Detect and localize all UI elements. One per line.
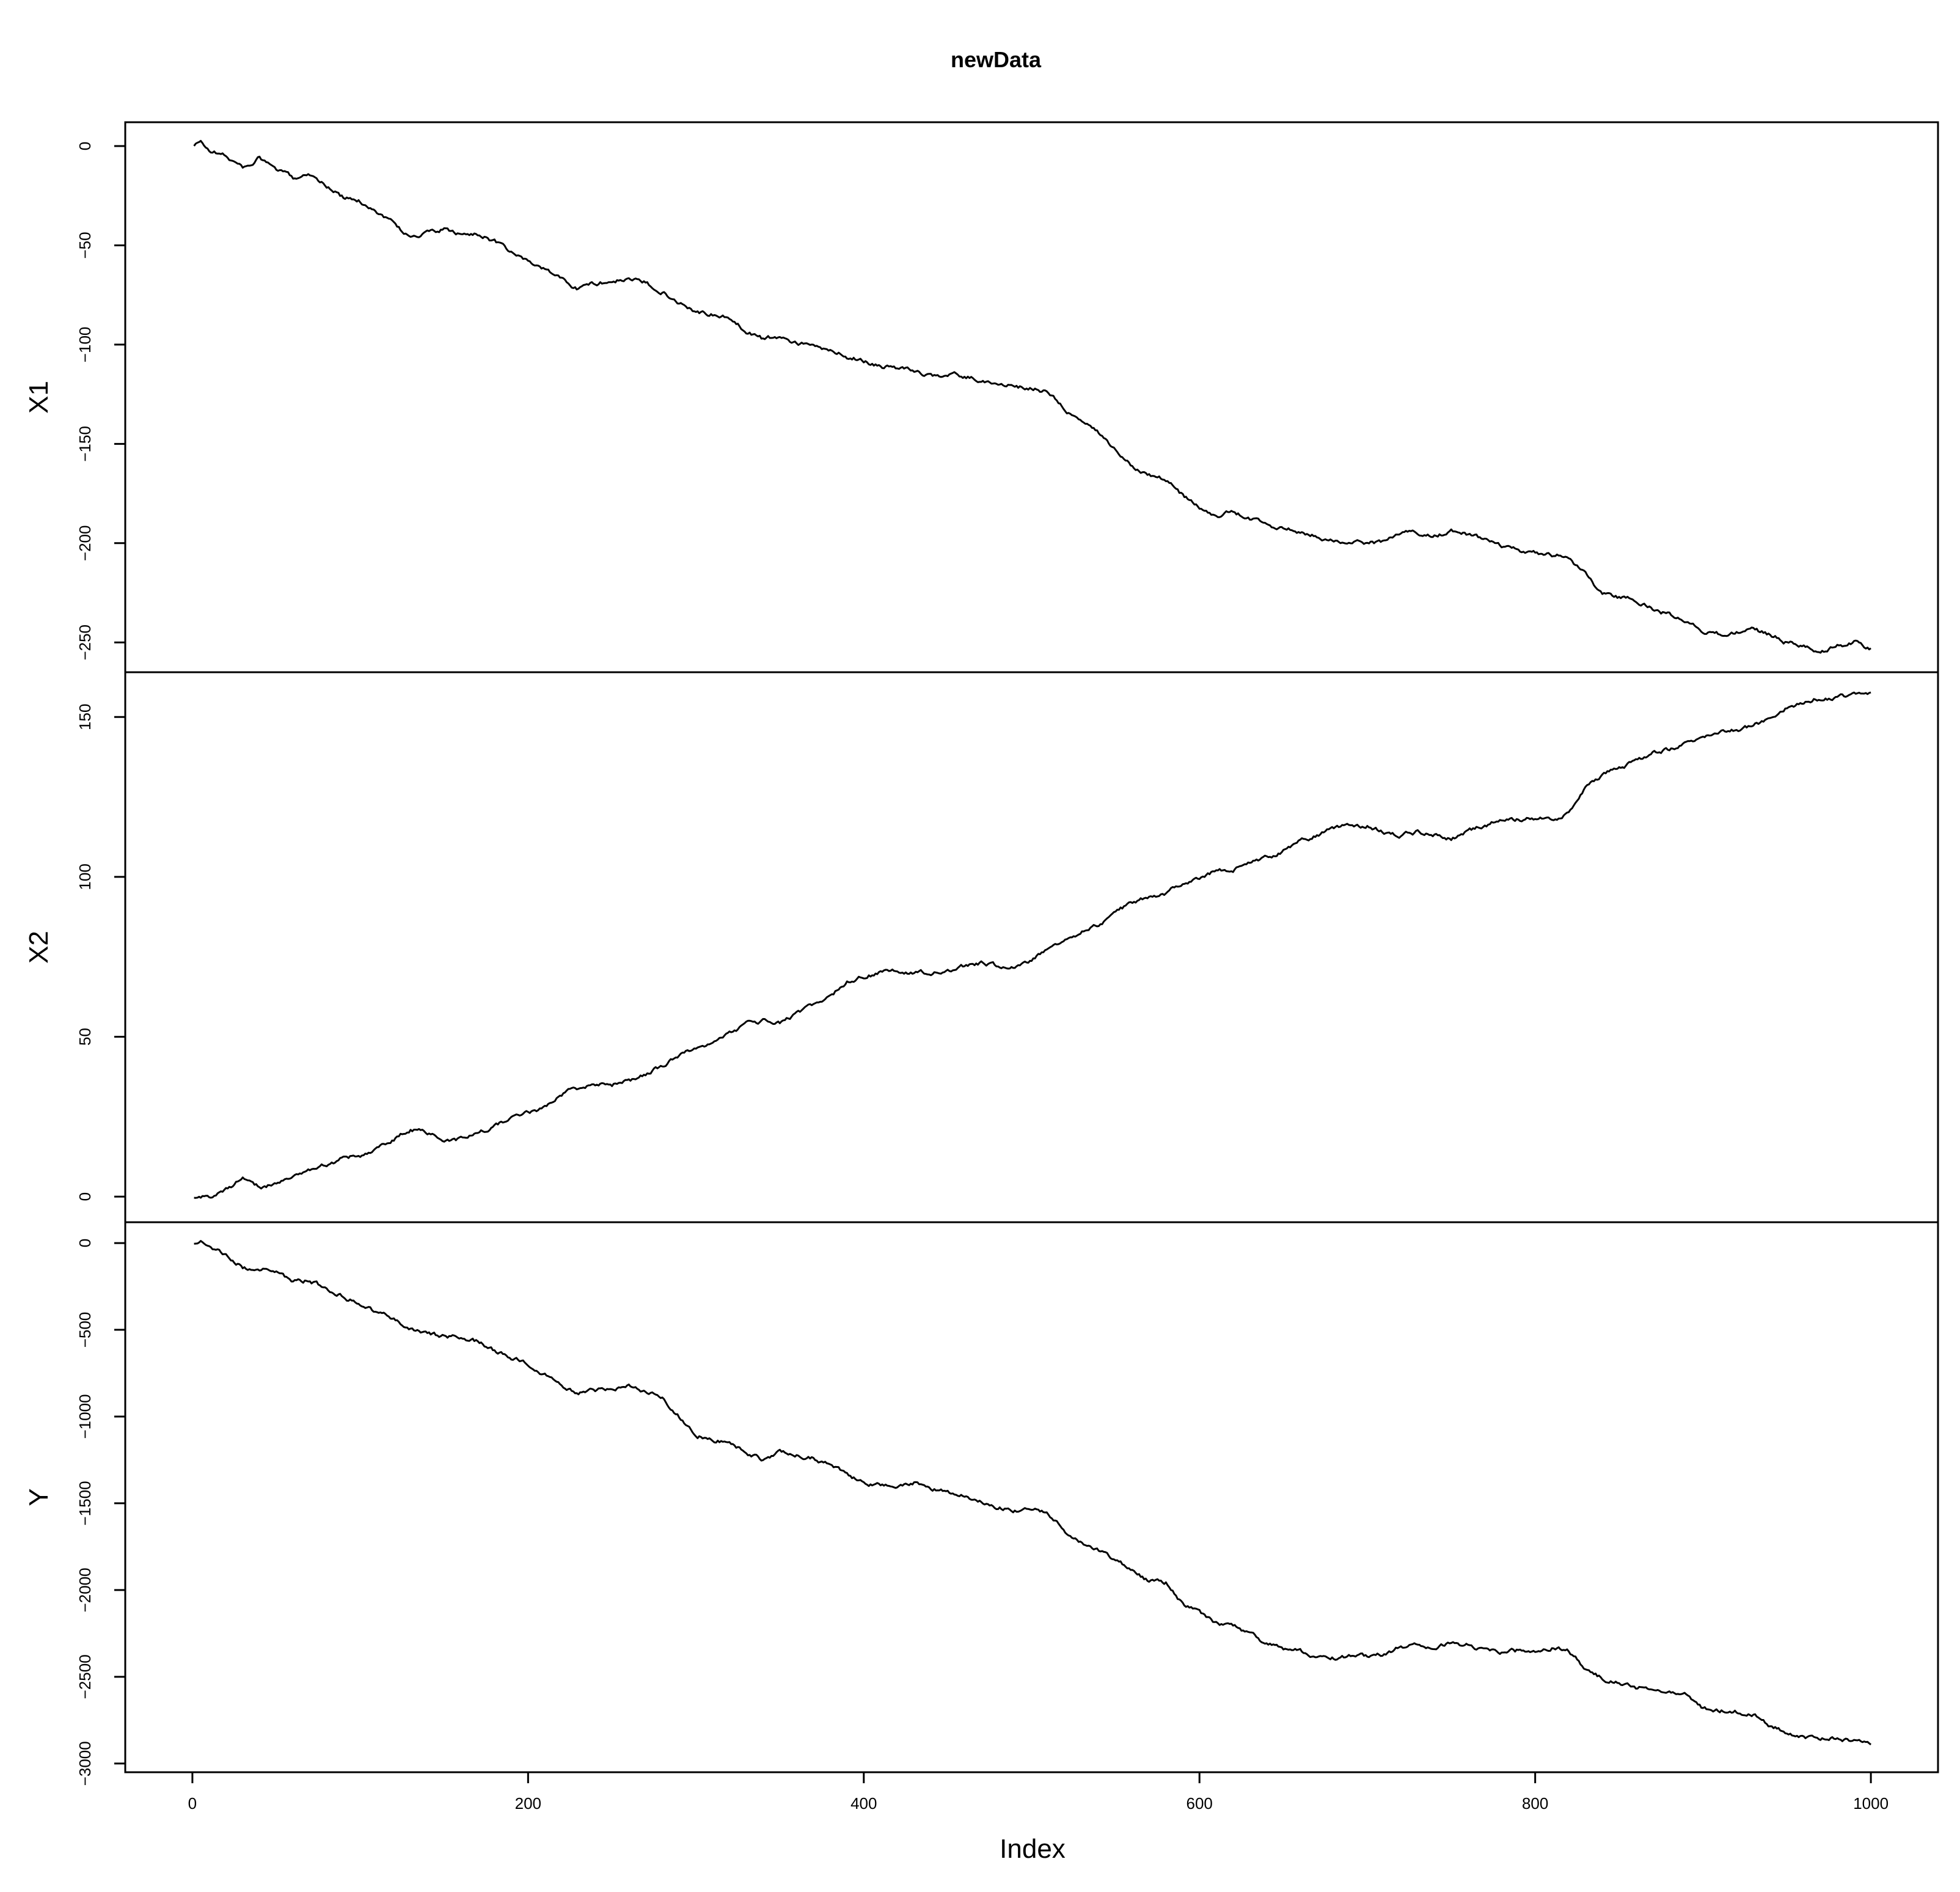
series-line-x2 — [194, 691, 1871, 1199]
x-tick-label: 600 — [1187, 1794, 1213, 1813]
panel-y: 0 −500 −1000 −1500 −2000 −2500 −3000 Y — [24, 1221, 1939, 1786]
y-tick-label: 0 — [76, 142, 94, 150]
panels-group: 0 −50 −100 −150 −200 −250 X1 0 50 100 150 X2 0 −500 −1… — [24, 121, 1939, 1786]
x-tick-label: 800 — [1522, 1794, 1548, 1813]
y-tick-label: 50 — [76, 1028, 94, 1046]
y-tick-label: −1500 — [76, 1481, 94, 1525]
y-tick-label: −150 — [76, 426, 94, 462]
panel-border — [124, 121, 1939, 673]
y-tick-label: −3000 — [76, 1741, 94, 1786]
panel-x1: 0 −50 −100 −150 −200 −250 X1 — [24, 121, 1939, 673]
x-axis: 0 200 400 600 800 1000 — [188, 1772, 1889, 1813]
x-axis-title: Index — [1000, 1834, 1066, 1864]
y-tick-label: −500 — [76, 1312, 94, 1348]
y-tick-label: 150 — [76, 704, 94, 730]
y-tick-label: −100 — [76, 327, 94, 363]
chart-title: newData — [951, 47, 1042, 72]
y-tick-label: −200 — [76, 526, 94, 562]
x-tick-label: 1000 — [1853, 1794, 1889, 1813]
y-tick-label: 0 — [76, 1192, 94, 1201]
y-tick-label: −1000 — [76, 1394, 94, 1439]
y-tick-label: 100 — [76, 864, 94, 890]
x-tick-label: 400 — [850, 1794, 877, 1813]
series-line-x1 — [193, 140, 1871, 654]
y-tick-label: 0 — [76, 1239, 94, 1247]
x-tick-label: 200 — [515, 1794, 541, 1813]
y-axis-title: Y — [24, 1488, 54, 1506]
y-tick-label: −50 — [76, 232, 94, 258]
panel-x2: 0 50 100 150 X2 — [24, 671, 1939, 1223]
y-tick-label: −2000 — [76, 1568, 94, 1612]
x-tick-label: 0 — [188, 1794, 197, 1813]
panel-border — [124, 1221, 1939, 1773]
y-axis-title: X2 — [24, 931, 54, 964]
series-line-y — [194, 1240, 1872, 1745]
y-tick-label: −250 — [76, 625, 94, 661]
y-axis-title: X1 — [24, 381, 54, 414]
panel-border — [124, 671, 1939, 1223]
y-tick-label: −2500 — [76, 1654, 94, 1699]
